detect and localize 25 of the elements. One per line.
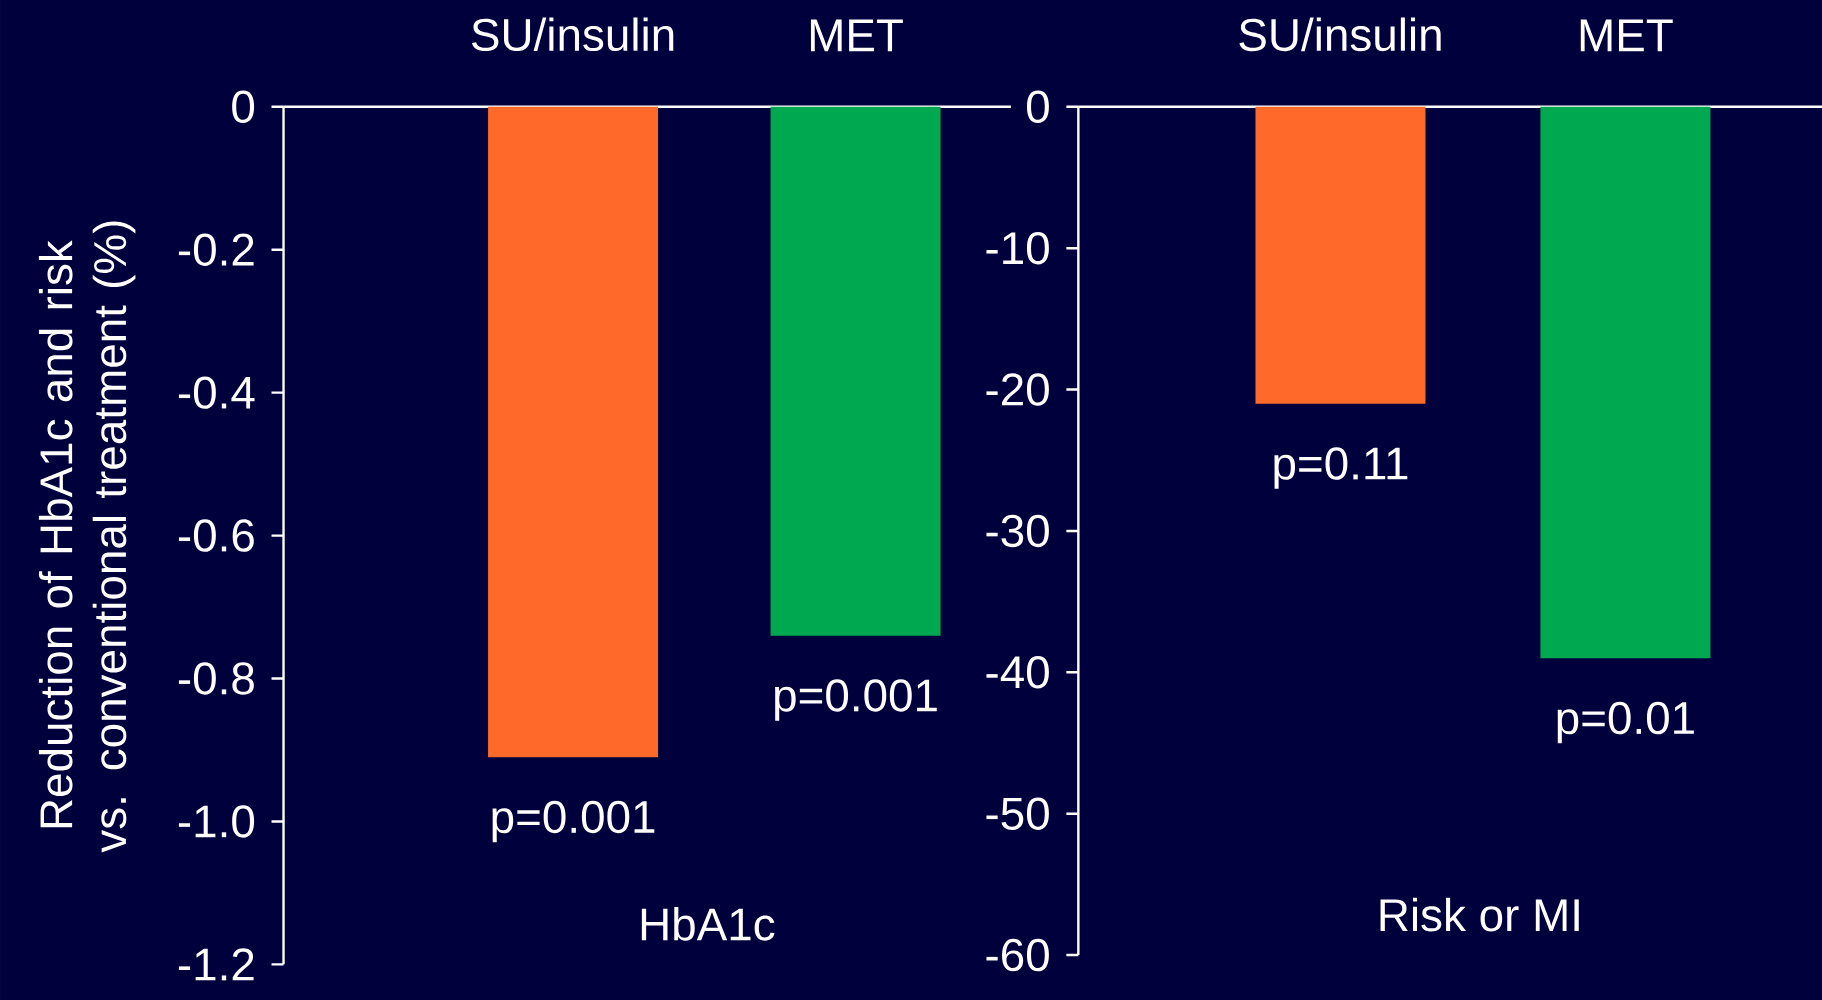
x-tick-label: MET [810, 19, 903, 51]
annotation: p=0.11 [1274, 447, 1408, 489]
y-tick-label: -0.6 [178, 519, 254, 552]
y-tick-label: -1.0 [178, 805, 255, 838]
annotation: p=0.001 [492, 800, 655, 843]
y-tick-label: -0.4 [178, 376, 255, 409]
x-axis-title: HbA1c [641, 906, 775, 941]
x-tick-label: MET [1580, 19, 1673, 51]
x-tick-label: SU/insulin [1239, 17, 1441, 51]
y-axis-title: Reduction of HbA1c and risk vs. conventional treatment (%) [38, 221, 136, 853]
annotation: p=0.01 [1557, 701, 1694, 744]
y-tick-label: -30 [986, 514, 1049, 547]
y-tick-label: 0 [1026, 90, 1049, 123]
y-tick-label: -40 [986, 655, 1049, 689]
y-tick-label: -10 [986, 231, 1049, 265]
x-axis-title: Risk or MI [1380, 897, 1579, 932]
y-tick-label: -20 [986, 373, 1049, 406]
y-tick-label: -60 [986, 938, 1049, 972]
y-tick-label: 0 [232, 90, 255, 123]
annotation: p=0.001 [775, 679, 937, 721]
y-tick-label: -1.2 [178, 948, 254, 981]
y-tick-label: -0.2 [178, 233, 254, 266]
x-tick-label: SU/insulin [472, 17, 674, 51]
y-tick-label: -0.8 [178, 662, 254, 695]
y-tick-label: -50 [986, 797, 1049, 830]
